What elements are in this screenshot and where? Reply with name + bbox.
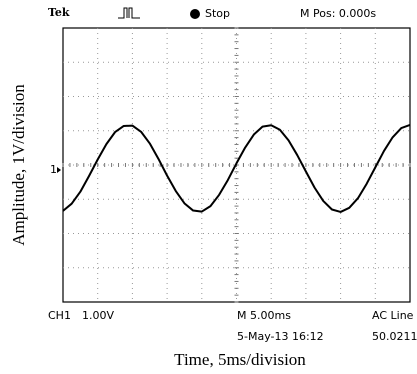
date-time: 5-May-13 16:12	[237, 330, 324, 343]
stop-icon	[190, 9, 200, 19]
x-axis-label: Time, 5ms/division	[174, 350, 306, 369]
status: Stop	[205, 7, 230, 20]
trigger-source: AC Line	[372, 309, 414, 322]
timebase: M 5.00ms	[237, 309, 291, 322]
brand: Tek	[48, 6, 70, 19]
y-axis-label: Amplitude, 1V/division	[9, 84, 28, 246]
horizontal-position: M Pos: 0.000s	[300, 7, 376, 20]
trigger-frequency: 50.0211	[372, 330, 417, 343]
channel-label: CH1	[48, 309, 71, 322]
oscilloscope-chart: Tek Stop M Pos: 0.000s 1 CH1 1.00V M 5.0…	[0, 0, 417, 374]
channel-marker: 1	[50, 163, 57, 176]
channel-scale: 1.00V	[82, 309, 114, 322]
